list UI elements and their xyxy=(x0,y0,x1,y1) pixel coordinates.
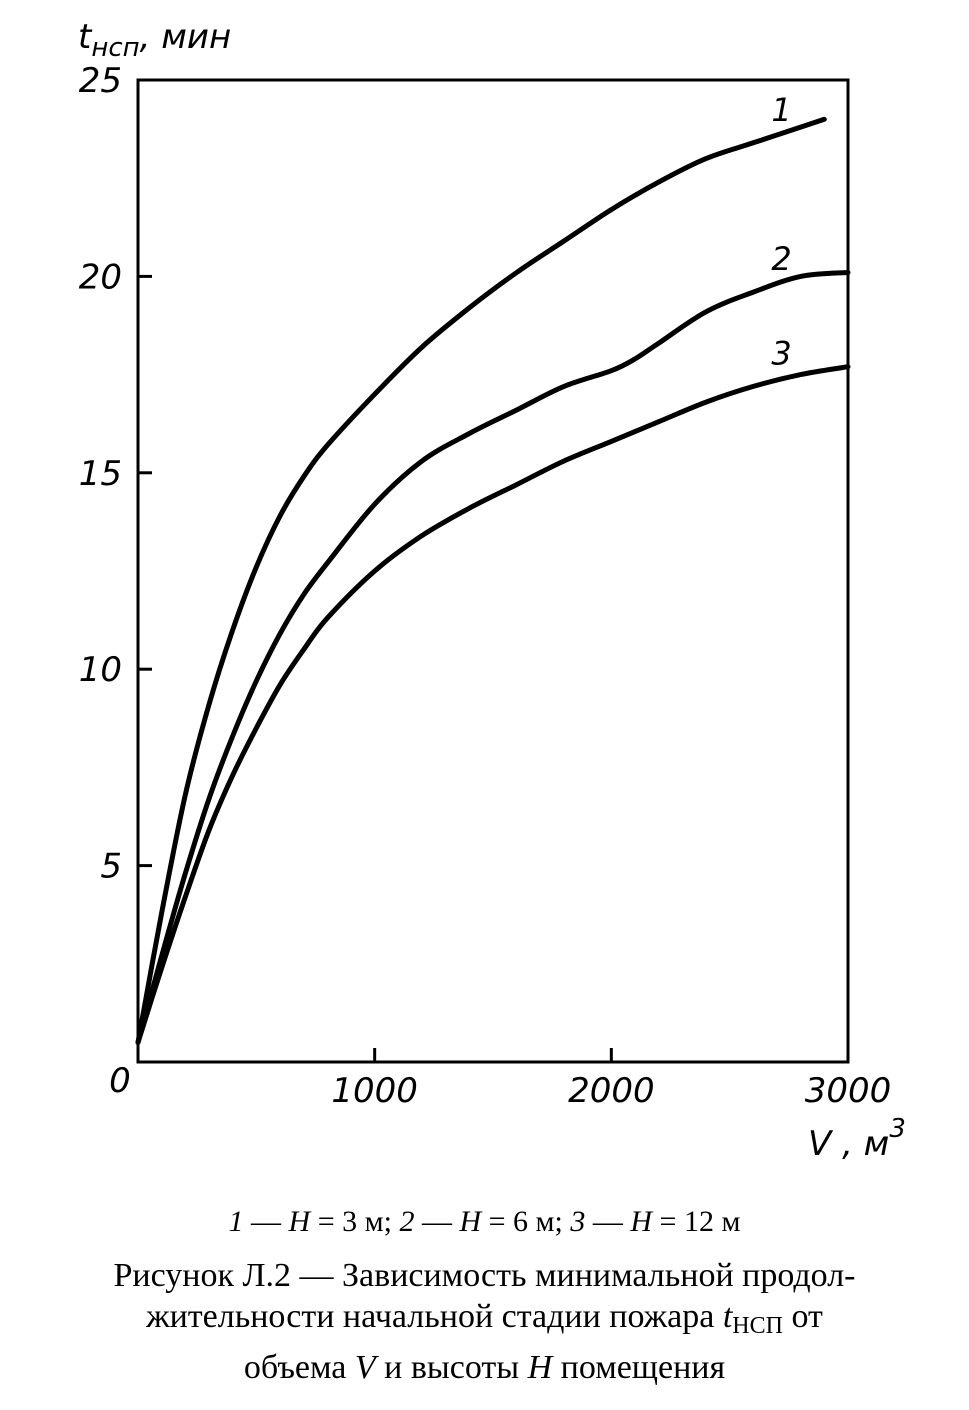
curve-label-2: 2 xyxy=(771,240,791,278)
y-tick-label-5: 5 xyxy=(100,847,122,887)
x-axis-label-sup: 3 xyxy=(889,1114,906,1144)
caption-v-symbol: V xyxy=(354,1349,376,1386)
caption-t-subscript: НСП xyxy=(732,1313,783,1339)
caption-h-symbol: H xyxy=(527,1349,553,1386)
curve-label-1: 1 xyxy=(771,91,791,129)
y-tick-label-25: 25 xyxy=(79,61,122,101)
caption-line-3-end: помещения xyxy=(552,1349,726,1386)
caption-line-3: объема V и высоты H помещения xyxy=(0,1347,969,1388)
legend-h-2: H xyxy=(459,1205,482,1238)
x-tick-label-3000: 3000 xyxy=(805,1071,892,1111)
legend-num-1: 1 xyxy=(228,1205,244,1238)
caption-line-3-mid: и высоты xyxy=(375,1349,528,1386)
legend-num-3: 3 xyxy=(570,1205,586,1238)
caption-t-symbol: t xyxy=(722,1298,733,1335)
caption-line-2-text: жительности начальной стадии пожара xyxy=(146,1298,723,1335)
y-axis-label-unit: , мин xyxy=(140,17,232,57)
y-axis-ticks: 5 10 15 20 25 xyxy=(79,61,152,887)
curve-labels: 1 2 3 xyxy=(771,91,791,373)
series-line-1 xyxy=(135,116,827,1045)
y-axis-label-main: t xyxy=(78,17,93,57)
x-tick-label-2000: 2000 xyxy=(568,1071,655,1111)
series-line-2 xyxy=(135,270,851,1045)
x-tick-label-1000: 1000 xyxy=(331,1071,418,1111)
series-layer xyxy=(135,116,851,1045)
caption-line-1: Рисунок Л.2 — Зависимость минимальной пр… xyxy=(113,1257,856,1294)
legend-num-2: 2 xyxy=(399,1205,415,1238)
legend-value-1: = 3 м; xyxy=(310,1205,400,1238)
caption-line-2: жительности начальной стадии пожара tНСП… xyxy=(0,1296,969,1347)
x-axis-ticks: 0 1000 2000 3000 xyxy=(109,1048,891,1111)
legend-h-1: H xyxy=(288,1205,311,1238)
curve-legend: 1 — H = 3 м; 2 — H = 6 м; 3 — H = 12 м xyxy=(0,1205,969,1239)
y-tick-label-15: 15 xyxy=(79,454,122,494)
figure-caption: Рисунок Л.2 — Зависимость минимальной пр… xyxy=(0,1255,969,1388)
x-axis-label-main: V , м xyxy=(808,1124,889,1164)
y-tick-label-10: 10 xyxy=(79,650,122,690)
x-axis-label: V , м3 xyxy=(808,1114,906,1164)
x-tick-label-0: 0 xyxy=(109,1061,131,1101)
legend-dash-2: — xyxy=(414,1205,460,1238)
chart: 5 10 15 20 25 0 1000 2000 3000 1 2 3 tнсп, мин V … xyxy=(78,17,906,1164)
legend-dash-1: — xyxy=(243,1205,289,1238)
caption-line-2-end: от xyxy=(782,1298,823,1335)
y-tick-label-20: 20 xyxy=(79,257,122,297)
legend-value-3: = 12 м xyxy=(652,1205,741,1238)
curve-label-3: 3 xyxy=(771,334,791,372)
legend-value-2: = 6 м; xyxy=(481,1205,571,1238)
legend-dash-3: — xyxy=(585,1205,631,1238)
y-axis-label: tнсп, мин xyxy=(78,17,231,63)
caption-line-3-text: объема xyxy=(243,1349,355,1386)
series-line-3 xyxy=(135,364,851,1045)
legend-h-3: H xyxy=(630,1205,653,1238)
plot-frame xyxy=(136,78,850,1064)
y-axis-label-sub: нсп xyxy=(91,33,139,63)
